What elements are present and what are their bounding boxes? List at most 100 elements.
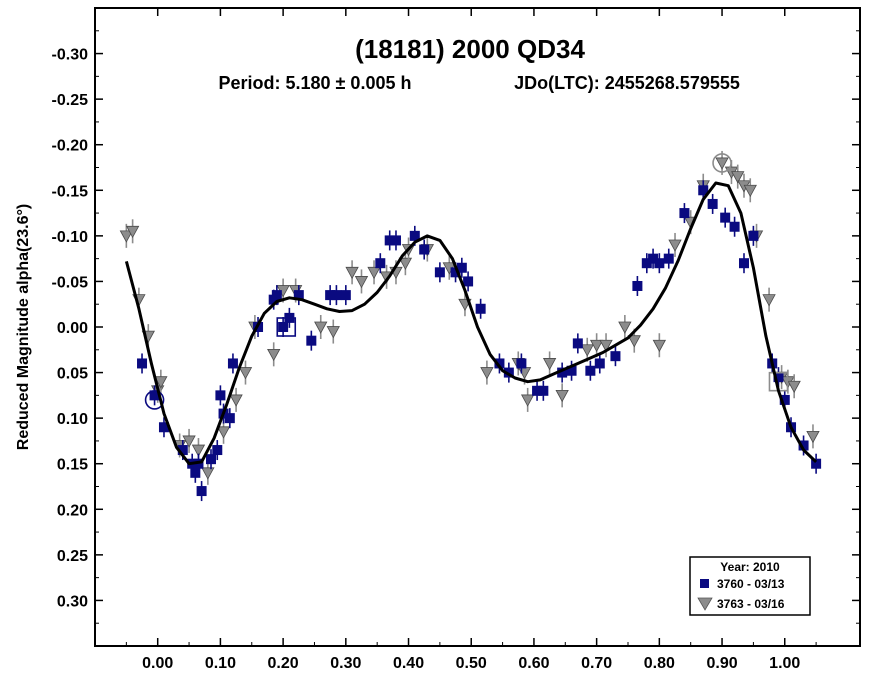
data-point-3763 bbox=[238, 367, 253, 380]
plot-frame bbox=[94, 7, 861, 647]
legend-marker-triangle bbox=[697, 597, 713, 611]
data-point-3760 bbox=[779, 394, 790, 405]
data-point-3760 bbox=[707, 198, 718, 209]
y-tick-label: 0.00 bbox=[57, 320, 88, 337]
data-point-3763 bbox=[731, 171, 745, 184]
data-point-3760 bbox=[206, 454, 217, 465]
data-point-3760 bbox=[679, 208, 690, 219]
x-tick-label: 0.00 bbox=[142, 655, 173, 672]
y-tick-label: -0.30 bbox=[52, 47, 89, 64]
data-point-3760 bbox=[224, 413, 235, 424]
data-point-3760 bbox=[419, 244, 430, 255]
data-point-3760 bbox=[594, 358, 605, 369]
y-tick-label: 0.15 bbox=[57, 457, 88, 474]
y-tick-label: -0.15 bbox=[52, 183, 89, 200]
legend-entry-3763: 3763 - 03/16 bbox=[717, 597, 785, 611]
y-tick-label: -0.10 bbox=[52, 229, 89, 246]
data-point-3763 bbox=[762, 294, 776, 307]
data-point-3760 bbox=[494, 358, 505, 369]
data-point-3760 bbox=[409, 230, 420, 241]
data-point-3763 bbox=[267, 348, 281, 362]
data-point-3760 bbox=[748, 230, 759, 241]
data-point-3760 bbox=[390, 235, 401, 246]
data-point-3763 bbox=[201, 467, 215, 480]
data-point-3760 bbox=[632, 280, 643, 291]
x-tick-label: 0.90 bbox=[706, 655, 737, 672]
data-point-3760 bbox=[516, 358, 527, 369]
data-point-3763 bbox=[480, 367, 494, 380]
legend-entry-3760: 3760 - 03/13 bbox=[717, 577, 785, 591]
y-tick-label: -0.25 bbox=[52, 92, 89, 109]
data-point-3763 bbox=[542, 358, 557, 371]
data-point-3760 bbox=[227, 358, 238, 369]
data-point-3763 bbox=[627, 335, 641, 348]
data-point-3760 bbox=[641, 258, 652, 269]
data-point-3760 bbox=[532, 385, 543, 396]
x-tick-label: 0.50 bbox=[456, 655, 487, 672]
data-point-3763 bbox=[599, 339, 613, 353]
data-point-3763 bbox=[314, 321, 328, 334]
data-point-3760 bbox=[271, 290, 282, 301]
x-tick-label: 0.20 bbox=[268, 655, 299, 672]
x-tick-label: 0.80 bbox=[644, 655, 675, 672]
data-point-3760 bbox=[306, 335, 317, 346]
x-tick-label: 0.70 bbox=[581, 655, 612, 672]
data-point-3760 bbox=[698, 185, 709, 196]
y-tick-label: -0.20 bbox=[52, 138, 89, 155]
x-tick-label: 0.40 bbox=[393, 655, 424, 672]
data-point-3763 bbox=[125, 225, 140, 239]
data-point-3763 bbox=[580, 344, 594, 357]
data-point-3760 bbox=[538, 385, 549, 396]
data-point-3760 bbox=[738, 258, 749, 269]
data-point-3760 bbox=[331, 290, 342, 301]
data-point-3763 bbox=[589, 339, 604, 353]
data-point-3763 bbox=[787, 380, 801, 394]
data-point-3760 bbox=[434, 267, 445, 278]
data-point-3763 bbox=[354, 276, 369, 289]
data-point-3763 bbox=[229, 394, 243, 407]
data-point-3760 bbox=[463, 276, 474, 287]
data-point-3760 bbox=[572, 338, 583, 349]
chart-title: (18181) 2000 QD34 bbox=[355, 34, 585, 64]
data-point-3763 bbox=[652, 339, 667, 353]
data-point-3763 bbox=[520, 394, 535, 407]
data-point-3760 bbox=[475, 303, 486, 314]
data-point-3760 bbox=[773, 372, 784, 383]
data-point-3763 bbox=[715, 157, 729, 170]
data-point-3763 bbox=[182, 435, 196, 448]
data-point-3760 bbox=[654, 258, 665, 269]
axis-ticks: 0.00 0.10 0.20 0.30 0.40 0.50 0.60 0.70 0.80 0.90… bbox=[52, 8, 860, 672]
data-point-3763 bbox=[668, 239, 682, 252]
data-point-3760 bbox=[566, 365, 577, 376]
y-tick-label: 0.25 bbox=[57, 548, 88, 565]
data-point-3763 bbox=[191, 444, 206, 457]
data-point-3763 bbox=[555, 389, 569, 403]
legend-marker-square bbox=[700, 579, 709, 588]
chart-subtitle-epoch: JDo(LTC): 2455268.579555 bbox=[514, 73, 740, 93]
data-point-3760 bbox=[811, 458, 822, 469]
x-tick-label: 0.30 bbox=[330, 655, 361, 672]
data-point-3760 bbox=[278, 322, 289, 332]
highlight-circle bbox=[712, 153, 732, 173]
data-point-3763 bbox=[216, 426, 231, 439]
data-point-3760 bbox=[450, 267, 461, 278]
data-point-3760 bbox=[798, 440, 809, 451]
data-point-3760 bbox=[384, 235, 395, 246]
data-point-3760 bbox=[729, 221, 740, 232]
data-point-3763 bbox=[119, 230, 134, 243]
y-tick-label: 0.10 bbox=[57, 411, 88, 428]
legend-title: Year: 2010 bbox=[720, 560, 780, 574]
chart-subtitle-period: Period: 5.180 ± 0.005 h bbox=[219, 73, 412, 93]
x-tick-label: 1.00 bbox=[769, 655, 800, 672]
data-point-3763 bbox=[154, 376, 168, 389]
y-tick-label: 0.20 bbox=[57, 502, 88, 519]
data-point-3760 bbox=[215, 390, 226, 401]
data-point-3760 bbox=[158, 422, 169, 433]
data-point-3763 bbox=[743, 184, 757, 198]
data-point-3760 bbox=[177, 445, 188, 456]
data-point-3760 bbox=[190, 467, 201, 478]
data-point-3760 bbox=[456, 262, 467, 273]
data-point-3760 bbox=[610, 351, 621, 362]
data-point-3760 bbox=[196, 486, 207, 497]
